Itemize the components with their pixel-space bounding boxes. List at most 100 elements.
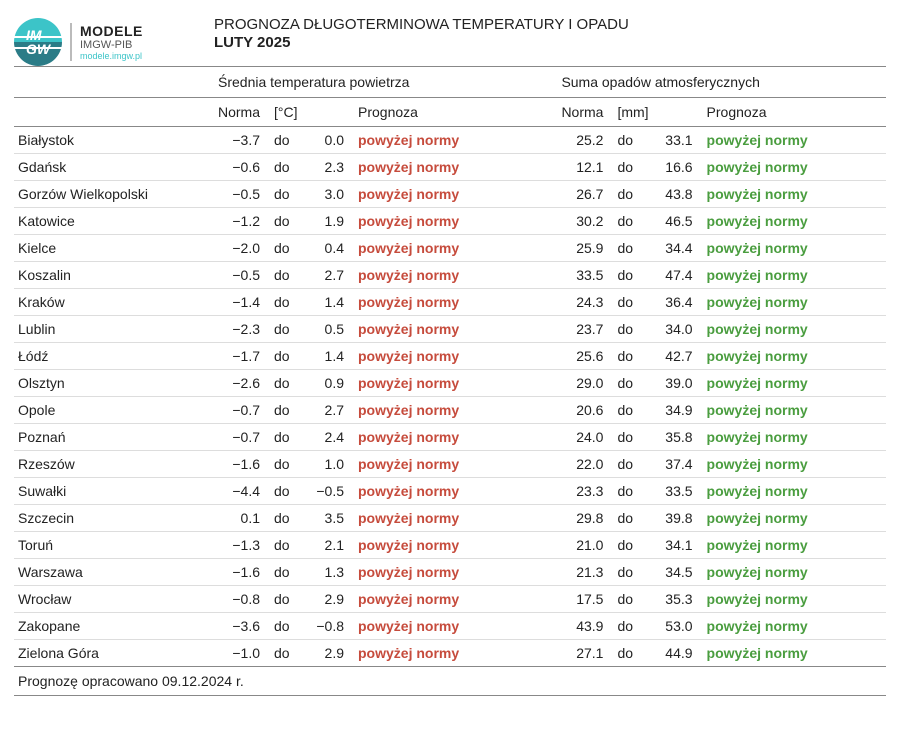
temp-hi-cell: 1.0	[304, 451, 354, 478]
precip-forecast-cell: powyżej normy	[703, 208, 886, 235]
temp-hi-cell: 0.0	[304, 127, 354, 154]
logo-block: IM GW MODELE IMGW-PIB modele.imgw.pl	[14, 10, 214, 66]
do-cell: do	[270, 289, 304, 316]
precip-forecast-cell: powyżej normy	[703, 370, 886, 397]
precip-forecast-cell: powyżej normy	[703, 262, 886, 289]
precip-hi-cell: 46.5	[653, 208, 703, 235]
temp-forecast-cell: powyżej normy	[354, 154, 537, 181]
do-cell: do	[613, 127, 652, 154]
precip-lo-cell: 21.0	[557, 532, 613, 559]
temp-lo-cell: −1.6	[214, 451, 270, 478]
table-row: Katowice−1.2do1.9powyżej normy30.2do46.5…	[14, 208, 886, 235]
do-cell: do	[270, 532, 304, 559]
temp-forecast-cell: powyżej normy	[354, 343, 537, 370]
temp-hi-cell: 0.4	[304, 235, 354, 262]
do-cell: do	[613, 559, 652, 586]
temp-lo-cell: −0.8	[214, 586, 270, 613]
do-cell: do	[270, 316, 304, 343]
table-row: Poznań−0.7do2.4powyżej normy24.0do35.8po…	[14, 424, 886, 451]
do-cell: do	[270, 397, 304, 424]
temp-lo-cell: −1.0	[214, 640, 270, 667]
title-block: PROGNOZA DŁUGOTERMINOWA TEMPERATURY I OP…	[214, 10, 886, 57]
table-row: Zielona Góra−1.0do2.9powyżej normy27.1do…	[14, 640, 886, 667]
temp-lo-cell: −1.7	[214, 343, 270, 370]
city-cell: Poznań	[14, 424, 214, 451]
temp-hi-cell: 2.9	[304, 640, 354, 667]
temp-forecast-cell: powyżej normy	[354, 181, 537, 208]
precip-lo-cell: 24.0	[557, 424, 613, 451]
precip-lo-cell: 33.5	[557, 262, 613, 289]
temp-hi-cell: −0.5	[304, 478, 354, 505]
do-cell: do	[613, 343, 652, 370]
table-row: Kraków−1.4do1.4powyżej normy24.3do36.4po…	[14, 289, 886, 316]
temp-hi-cell: 3.0	[304, 181, 354, 208]
precip-forecast-cell: powyżej normy	[703, 478, 886, 505]
precip-forecast-cell: powyżej normy	[703, 640, 886, 667]
temp-hi-cell: −0.8	[304, 613, 354, 640]
temp-forecast-cell: powyżej normy	[354, 505, 537, 532]
forecast-table-container: IM GW MODELE IMGW-PIB modele.imgw.pl PRO…	[0, 0, 900, 706]
precip-lo-cell: 25.9	[557, 235, 613, 262]
do-cell: do	[613, 505, 652, 532]
precip-lo-cell: 25.2	[557, 127, 613, 154]
logo-line1: MODELE	[80, 23, 143, 39]
temp-lo-cell: −1.3	[214, 532, 270, 559]
city-cell: Rzeszów	[14, 451, 214, 478]
do-cell: do	[613, 613, 652, 640]
city-cell: Kraków	[14, 289, 214, 316]
precip-lo-cell: 30.2	[557, 208, 613, 235]
table-row: Warszawa−1.6do1.3powyżej normy21.3do34.5…	[14, 559, 886, 586]
precip-lo-cell: 22.0	[557, 451, 613, 478]
precip-hi-cell: 39.8	[653, 505, 703, 532]
temp-lo-cell: −1.4	[214, 289, 270, 316]
temp-lo-cell: 0.1	[214, 505, 270, 532]
table-row: Opole−0.7do2.7powyżej normy20.6do34.9pow…	[14, 397, 886, 424]
precip-hi-cell: 34.4	[653, 235, 703, 262]
city-cell: Olsztyn	[14, 370, 214, 397]
table-row: Zakopane−3.6do−0.8powyżej normy43.9do53.…	[14, 613, 886, 640]
temp-lo-cell: −3.6	[214, 613, 270, 640]
temp-hi-cell: 1.3	[304, 559, 354, 586]
do-cell: do	[270, 370, 304, 397]
do-cell: do	[613, 262, 652, 289]
do-cell: do	[270, 208, 304, 235]
temp-lo-cell: −2.6	[214, 370, 270, 397]
do-cell: do	[270, 154, 304, 181]
temp-lo-cell: −1.2	[214, 208, 270, 235]
temp-forecast-cell: powyżej normy	[354, 478, 537, 505]
title-line1: PROGNOZA DŁUGOTERMINOWA TEMPERATURY I OP…	[214, 16, 886, 33]
table-row: Lublin−2.3do0.5powyżej normy23.7do34.0po…	[14, 316, 886, 343]
title-line2: LUTY 2025	[214, 34, 886, 51]
city-cell: Białystok	[14, 127, 214, 154]
temp-lo-cell: −2.3	[214, 316, 270, 343]
logo-line2: IMGW-PIB	[80, 39, 143, 51]
do-cell: do	[270, 559, 304, 586]
table-row: Rzeszów−1.6do1.0powyżej normy22.0do37.4p…	[14, 451, 886, 478]
precip-forecast-cell: powyżej normy	[703, 154, 886, 181]
temp-hi-cell: 2.1	[304, 532, 354, 559]
precip-forecast-cell: powyżej normy	[703, 289, 886, 316]
temp-lo-cell: −0.7	[214, 424, 270, 451]
footer-note: Prognozę opracowano 09.12.2024 r.	[14, 666, 886, 696]
precip-lo-cell: 17.5	[557, 586, 613, 613]
do-cell: do	[270, 613, 304, 640]
do-cell: do	[613, 289, 652, 316]
table-row: Suwałki−4.4do−0.5powyżej normy23.3do33.5…	[14, 478, 886, 505]
do-cell: do	[613, 424, 652, 451]
forecast-table: Średnia temperatura powietrza Suma opadó…	[14, 66, 886, 667]
city-cell: Toruń	[14, 532, 214, 559]
precip-forecast-cell: powyżej normy	[703, 316, 886, 343]
do-cell: do	[613, 586, 652, 613]
do-cell: do	[613, 370, 652, 397]
table-row: Łódź−1.7do1.4powyżej normy25.6do42.7powy…	[14, 343, 886, 370]
do-cell: do	[270, 181, 304, 208]
precip-hi-cell: 35.8	[653, 424, 703, 451]
city-cell: Kielce	[14, 235, 214, 262]
precip-forecast-cell: powyżej normy	[703, 127, 886, 154]
temp-forecast-cell: powyżej normy	[354, 262, 537, 289]
table-row: Gorzów Wielkopolski−0.5do3.0powyżej norm…	[14, 181, 886, 208]
city-cell: Warszawa	[14, 559, 214, 586]
table-row: Białystok−3.7do0.0powyżej normy25.2do33.…	[14, 127, 886, 154]
precip-hi-cell: 34.1	[653, 532, 703, 559]
precip-hi-cell: 33.1	[653, 127, 703, 154]
